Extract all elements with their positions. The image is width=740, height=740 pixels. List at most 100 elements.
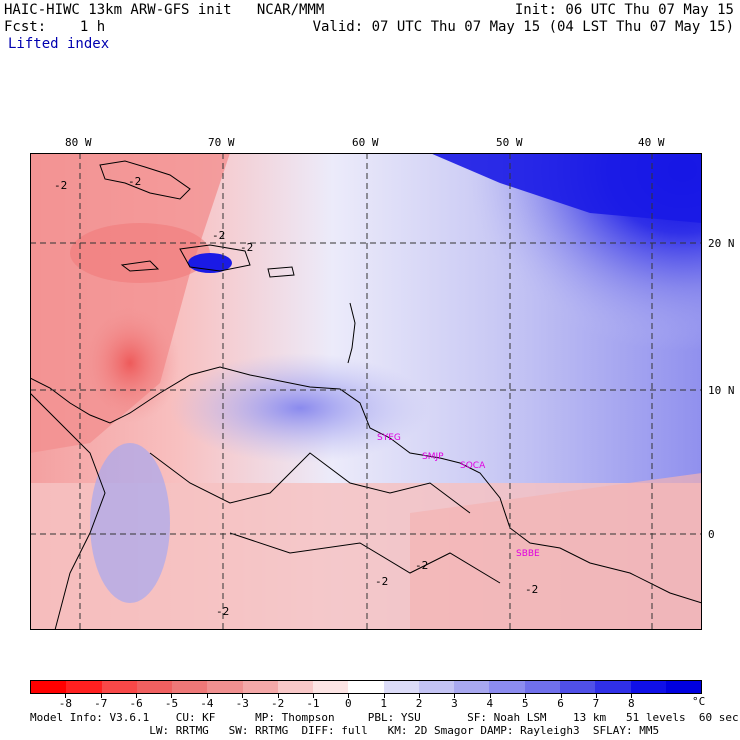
lat-label-20n: 20 N [708, 237, 735, 250]
map-title: HAIC-HIWC 13km ARW-GFS init NCAR/MMM [4, 2, 325, 18]
coast-jamaica [120, 260, 160, 272]
field-ne-core [430, 153, 702, 223]
contour-label: -2 [240, 241, 253, 254]
lon-label-40w: 40 W [638, 136, 665, 149]
colorbar-segment [630, 681, 666, 693]
colorbar-segment [348, 681, 384, 693]
colorbar-segment [101, 681, 137, 693]
contour-label: -2 [54, 179, 67, 192]
coast-pacific [30, 392, 106, 630]
contour-label: -2 [128, 175, 141, 188]
colorbar-segment [595, 681, 631, 693]
colorbar-tick [383, 694, 385, 698]
colorbar-label: 1 [380, 697, 387, 710]
colorbar-label: -5 [164, 697, 179, 710]
colorbar-tick [419, 694, 421, 698]
field-colombia-blue [90, 443, 170, 603]
coast-cuba [99, 160, 191, 200]
station-sbbe: SBBE [516, 549, 540, 559]
field-southeast-band [410, 473, 702, 630]
coast-lesser-antilles [347, 302, 356, 364]
field-venezuela-blue [170, 353, 430, 463]
colorbar-tick [560, 694, 562, 698]
contour-label: -2 [415, 559, 428, 572]
colorbar-label: 5 [521, 697, 529, 710]
colorbar-unit: °C [692, 695, 706, 708]
colorbar-segment [31, 681, 67, 693]
map-svg: -2 -2 -2 -2 -2 -2 -2 -2 SYEG SMJP SOCA S… [30, 153, 702, 630]
colorbar-segment [489, 681, 525, 693]
colorbar-tick [525, 694, 527, 698]
colorbar-tick [242, 694, 244, 698]
model-info-line-2: LW: RRTMG SW: RRTMG DIFF: full KM: 2D Sm… [30, 724, 660, 737]
colorbar [30, 680, 702, 694]
station-smjp: SMJP [422, 452, 444, 462]
graticule [30, 153, 702, 630]
coast-south-america-north [30, 366, 702, 604]
valid-time: Valid: 07 UTC Thu 07 May 15 (04 LST Thu … [312, 19, 734, 35]
contour-labels: -2 -2 -2 -2 -2 -2 -2 -2 [54, 175, 538, 618]
lon-label-80w: 80 W [65, 136, 92, 149]
colorbar-tick [595, 694, 597, 698]
colorbar-label: -6 [129, 697, 143, 710]
colorbar-label: 6 [557, 697, 564, 710]
colorbar-tick [454, 694, 456, 698]
contour-label: -2 [212, 229, 225, 242]
coast-hispaniola [179, 244, 251, 272]
init-time: Init: 06 UTC Thu 07 May 15 [514, 2, 734, 18]
contour-label: -2 [375, 575, 388, 588]
field-cuba-red [70, 223, 210, 283]
colorbar-tick [489, 694, 491, 698]
lat-label-0: 0 [708, 528, 715, 541]
colorbar-segment [136, 681, 173, 693]
colorbar-label: 2 [415, 697, 423, 710]
station-syeg: SYEG [377, 433, 401, 443]
colorbar-segment [454, 681, 490, 693]
border-inland-1 [149, 452, 471, 514]
colorbar-label: -7 [94, 697, 108, 710]
colorbar-label: -3 [235, 697, 249, 710]
field-red-core [80, 303, 180, 423]
model-info-line-1: Model Info: V3.6.1 CU: KF MP: Thompson P… [30, 711, 739, 724]
colorbar-label: 3 [451, 697, 458, 710]
colorbar-tick [631, 694, 633, 698]
colorbar-segment [665, 681, 702, 693]
colorbar-tick [348, 694, 350, 698]
colorbar-tick [312, 694, 314, 698]
lon-label-60w: 60 W [352, 136, 379, 149]
colorbar-segment [559, 681, 596, 693]
contour-label: -2 [525, 583, 538, 596]
colorbar-label: -2 [270, 697, 285, 710]
colorbar-segment [524, 681, 560, 693]
colorbar-segment [172, 681, 208, 693]
colorbar-label: 4 [486, 697, 494, 710]
border-inland-2 [229, 532, 501, 584]
colorbar-label: 0 [345, 697, 352, 710]
colorbar-segment [242, 681, 278, 693]
lon-label-50w: 50 W [496, 136, 523, 149]
colorbar-label: -4 [200, 697, 214, 710]
colorbar-tick [65, 694, 67, 698]
colorbar-label: 7 [592, 697, 600, 710]
colorbar-segment [313, 681, 349, 693]
colorbar-tick [136, 694, 138, 698]
colorbar-label: -1 [306, 697, 320, 710]
colorbar-tick [277, 694, 279, 698]
colorbar-segment [383, 681, 419, 693]
colorbar-segment [66, 681, 102, 693]
lon-label-70w: 70 W [208, 136, 235, 149]
colorbar-segment [418, 681, 455, 693]
colorbar-tick [100, 694, 102, 698]
colorbar-tick [171, 694, 173, 698]
colorbar-segment [277, 681, 314, 693]
colorbar-segment [207, 681, 243, 693]
lifted-index-map: -2 -2 -2 -2 -2 -2 -2 -2 SYEG SMJP SOCA S… [30, 153, 702, 630]
coastlines [30, 160, 702, 630]
coast-puerto-rico [267, 266, 295, 278]
station-soca: SOCA [460, 461, 486, 471]
contour-label: -2 [216, 605, 229, 618]
field-name: Lifted index [8, 36, 110, 52]
colorbar-tick [206, 694, 208, 698]
colorbar-label: 8 [627, 697, 635, 710]
colorbar-label: -8 [58, 697, 72, 710]
